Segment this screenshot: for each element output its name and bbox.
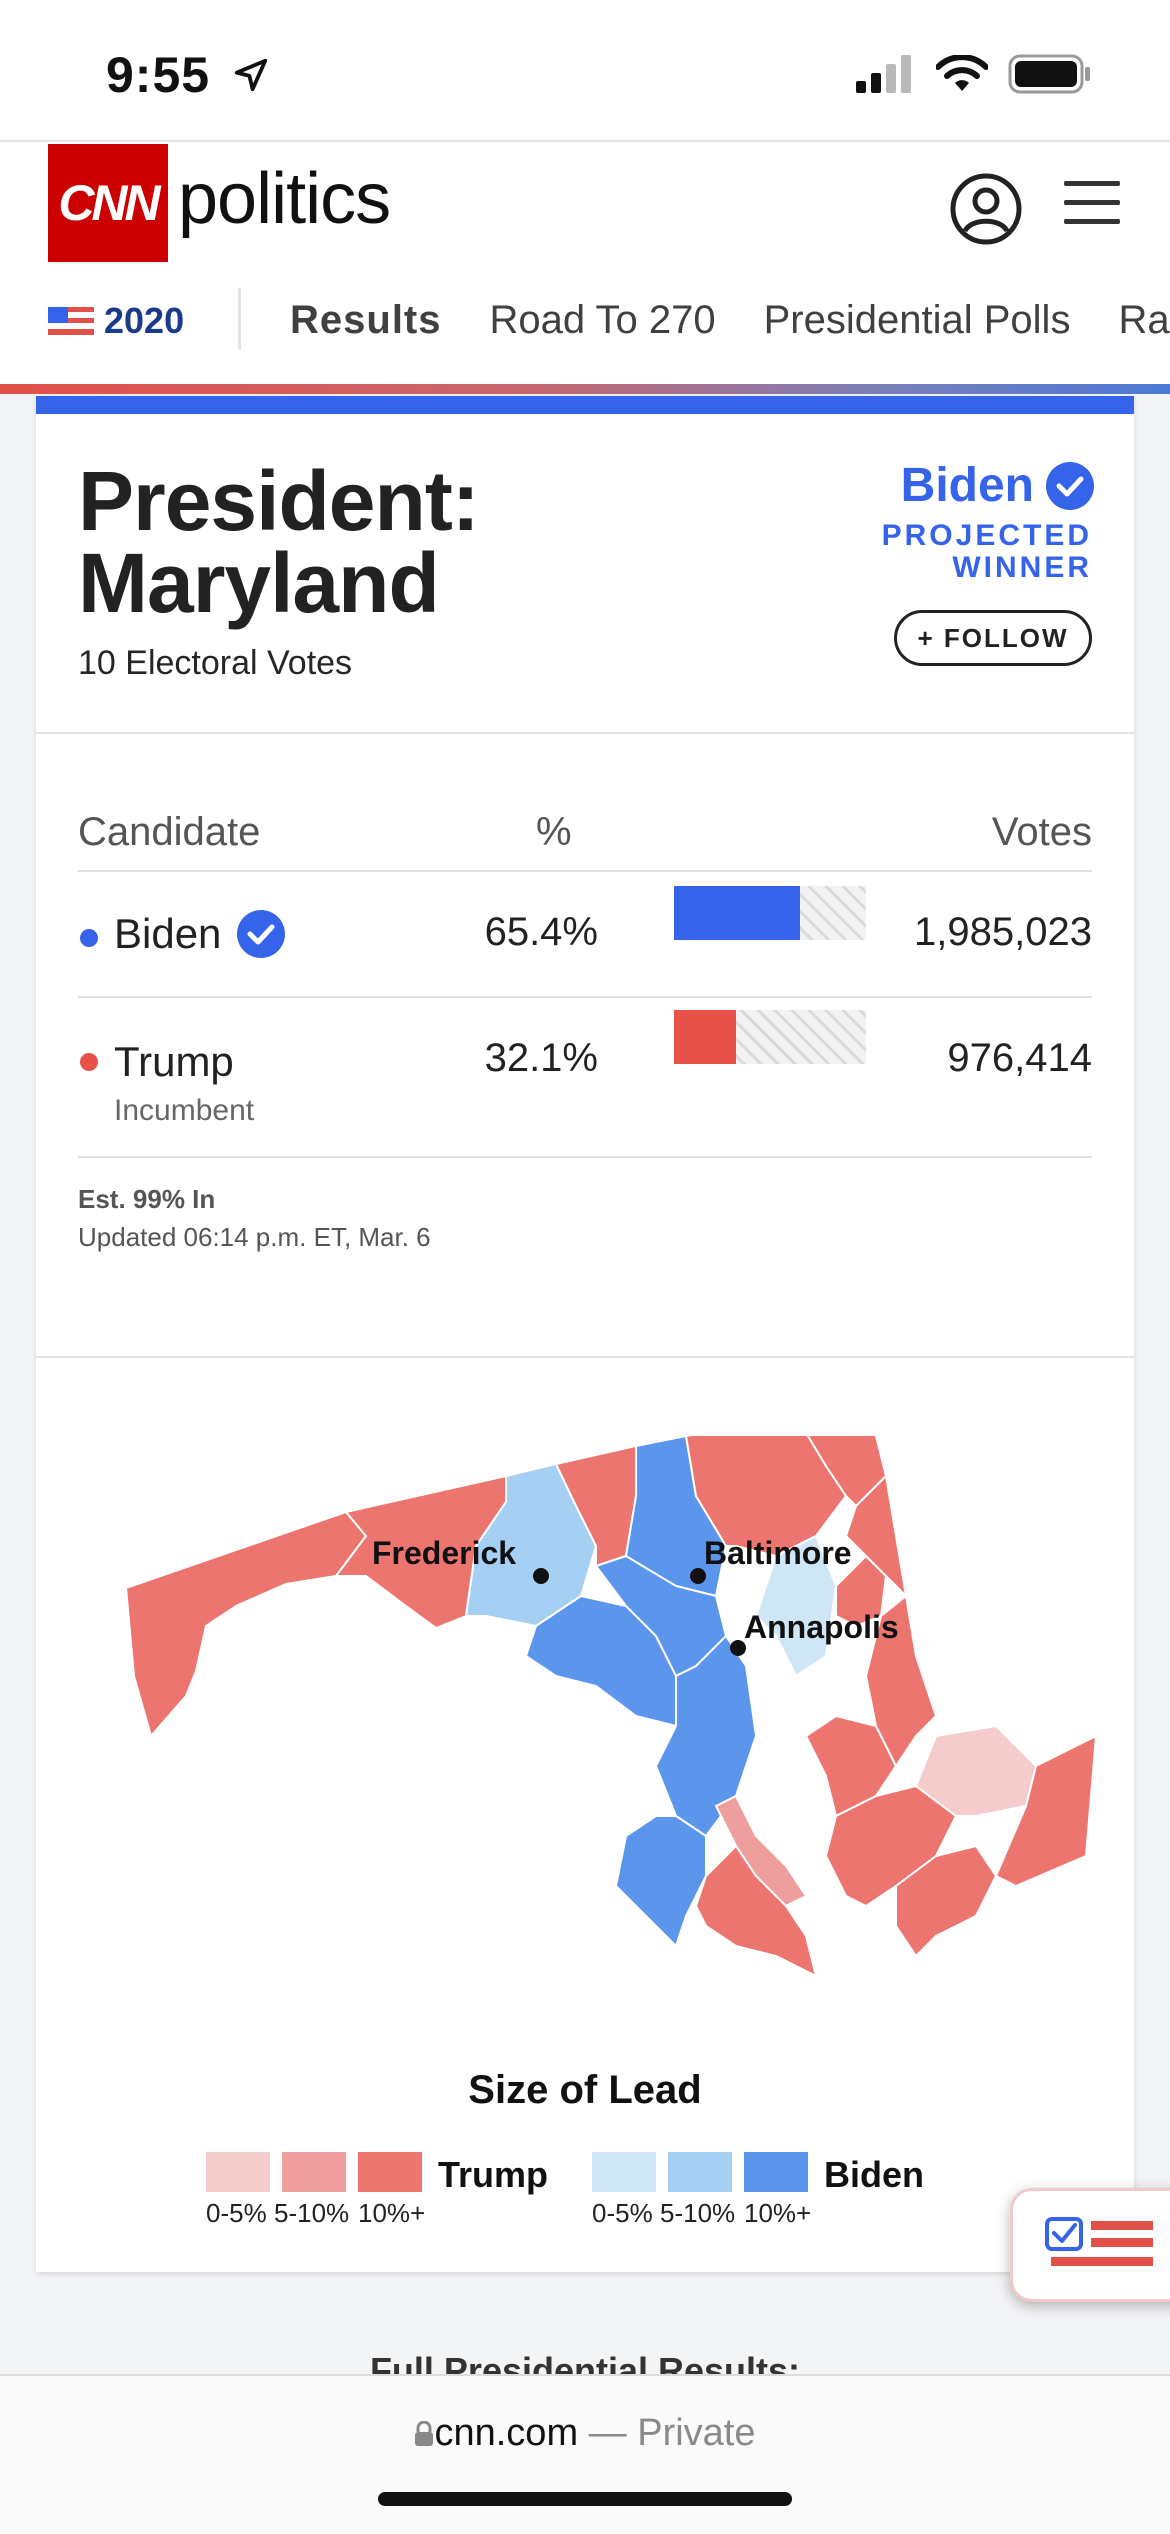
candidate-percent: 32.1% — [484, 1036, 598, 1080]
cellular-signal-icon — [856, 55, 911, 93]
location-arrow-icon — [234, 58, 268, 92]
city-label-baltimore: Baltimore — [704, 1535, 852, 1571]
updated-timestamp: Updated 06:14 p.m. ET, Mar. 6 — [78, 1222, 431, 1252]
race-title-line2: Maryland — [78, 536, 440, 630]
divider — [36, 732, 1134, 734]
city-marker-baltimore — [690, 1568, 706, 1584]
chesapeake-bay — [746, 1616, 836, 1896]
browser-address-bar[interactable]: cnn.com — Private — [0, 2374, 1170, 2534]
divider — [36, 1356, 1134, 1358]
winner-color-bar — [36, 396, 1134, 414]
legend-biden-label: Biden — [824, 2154, 925, 2195]
url-display[interactable]: cnn.com — Private — [0, 2412, 1170, 2455]
legend-swatch-trump-0-5 — [206, 2152, 270, 2192]
url-domain: cnn.com — [434, 2412, 579, 2454]
county-results-map[interactable]: Frederick Baltimore Annapolis — [36, 1436, 1134, 1996]
header-percent: % — [536, 810, 572, 854]
section-title[interactable]: politics — [178, 159, 391, 239]
city-marker-frederick — [533, 1568, 549, 1584]
election-2020-link[interactable]: 2020 — [48, 300, 184, 342]
nav-year: 2020 — [104, 300, 185, 341]
home-indicator[interactable] — [378, 2492, 792, 2506]
nav-accent-bar — [0, 384, 1170, 394]
hamburger-menu-icon[interactable] — [1064, 178, 1120, 228]
nav-separator — [238, 288, 241, 350]
site-header: CNN politics — [0, 140, 1170, 266]
legend-range: 0-5% — [592, 2198, 653, 2228]
us-flag-icon — [48, 307, 94, 335]
wifi-icon — [936, 55, 988, 91]
legend-title: Size of Lead — [468, 2068, 702, 2112]
vote-share-bar — [674, 1010, 866, 1064]
county-talbot[interactable] — [804, 1714, 898, 1818]
vote-share-bar — [674, 886, 866, 940]
race-title-line1: President: — [78, 454, 480, 548]
vote-share-bar-fill — [674, 1010, 736, 1064]
private-mode-label: Private — [637, 2412, 756, 2454]
status-time: 9:55 — [106, 47, 211, 103]
check-circle-icon — [1046, 461, 1094, 510]
race-title: President: Maryland — [78, 454, 480, 630]
county-caroline[interactable] — [864, 1594, 938, 1768]
cnn-logo[interactable]: CNN — [48, 144, 168, 262]
legend-swatch-biden-0-5 — [592, 2152, 656, 2192]
county-queen-annes[interactable] — [844, 1473, 908, 1599]
lock-icon — [415, 2420, 434, 2446]
county-st-marys[interactable] — [694, 1844, 818, 1978]
account-icon[interactable] — [949, 172, 1023, 246]
table-row: Trump Incumbent 32.1% 976,414 — [78, 996, 1092, 1158]
nav-item-results[interactable]: Results — [290, 298, 442, 342]
header-candidate: Candidate — [78, 810, 261, 854]
legend-trump-label: Trump — [438, 2154, 549, 2195]
legend-range: 5-10% — [660, 2198, 736, 2228]
legend-swatch-trump-5-10 — [282, 2152, 346, 2192]
candidate-votes: 1,985,023 — [914, 910, 1092, 954]
county-charles[interactable] — [614, 1815, 707, 1948]
city-label-annapolis: Annapolis — [744, 1609, 899, 1645]
reporting-estimate: Est. 99% In — [78, 1184, 216, 1214]
candidate-color-dot — [80, 1053, 98, 1071]
legend-swatch-biden-10 — [744, 2152, 808, 2192]
results-table-header: Candidate % Votes — [78, 810, 1092, 872]
vote-share-bar-fill — [674, 886, 800, 940]
nav-item-road-to-270[interactable]: Road To 270 — [489, 298, 716, 342]
url-separator: — — [588, 2412, 627, 2454]
nav-item-presidential-polls[interactable]: Presidential Polls — [763, 298, 1071, 342]
county-worcester[interactable] — [994, 1734, 1098, 1888]
city-marker-annapolis — [730, 1640, 746, 1656]
candidate-percent: 65.4% — [484, 910, 598, 954]
legend-range: 5-10% — [274, 2198, 350, 2228]
legend-range: 10%+ — [358, 2198, 426, 2228]
table-row: Biden 65.4% 1,985,023 — [78, 872, 1092, 998]
nav-item-races[interactable]: Races — [1118, 298, 1170, 342]
incumbent-label: Incumbent — [114, 1094, 255, 1127]
header-votes: Votes — [991, 810, 1092, 854]
electoral-votes: 10 Electoral Votes — [78, 644, 353, 682]
legend-range: 0-5% — [206, 2198, 267, 2228]
battery-icon — [1008, 54, 1090, 94]
legend-swatch-trump-10 — [358, 2152, 422, 2192]
winner-name: Biden — [900, 459, 1034, 512]
check-circle-icon — [237, 910, 286, 958]
status-bar: 9:55 — [0, 0, 1170, 140]
election-nav: 2020 Results Road To 270 Presidential Po… — [0, 264, 1170, 384]
county-garrett-allegany[interactable] — [124, 1510, 368, 1739]
race-card: President: Maryland 10 Electoral Votes B… — [36, 396, 1134, 2272]
projected-winner: Biden — [901, 458, 1094, 513]
ballot-checklist-button[interactable] — [1010, 2188, 1170, 2302]
projected-winner-label: PROJECTED WINNER — [881, 519, 1092, 584]
legend-swatch-biden-5-10 — [668, 2152, 732, 2192]
candidate-name: Trump — [114, 1038, 234, 1085]
map-legend: Trump 0-5% 5-10% 10%+ Biden 0-5% 5-10% 1… — [206, 2152, 986, 2232]
candidate-votes: 976,414 — [947, 1036, 1092, 1080]
candidate-color-dot — [80, 929, 98, 947]
city-label-frederick: Frederick — [372, 1535, 516, 1571]
checklist-icon — [1045, 2217, 1153, 2266]
follow-button[interactable]: + FOLLOW — [894, 610, 1092, 666]
county-somerset[interactable] — [895, 1844, 998, 1958]
candidate-name: Biden — [114, 910, 286, 958]
legend-range: 10%+ — [744, 2198, 812, 2228]
